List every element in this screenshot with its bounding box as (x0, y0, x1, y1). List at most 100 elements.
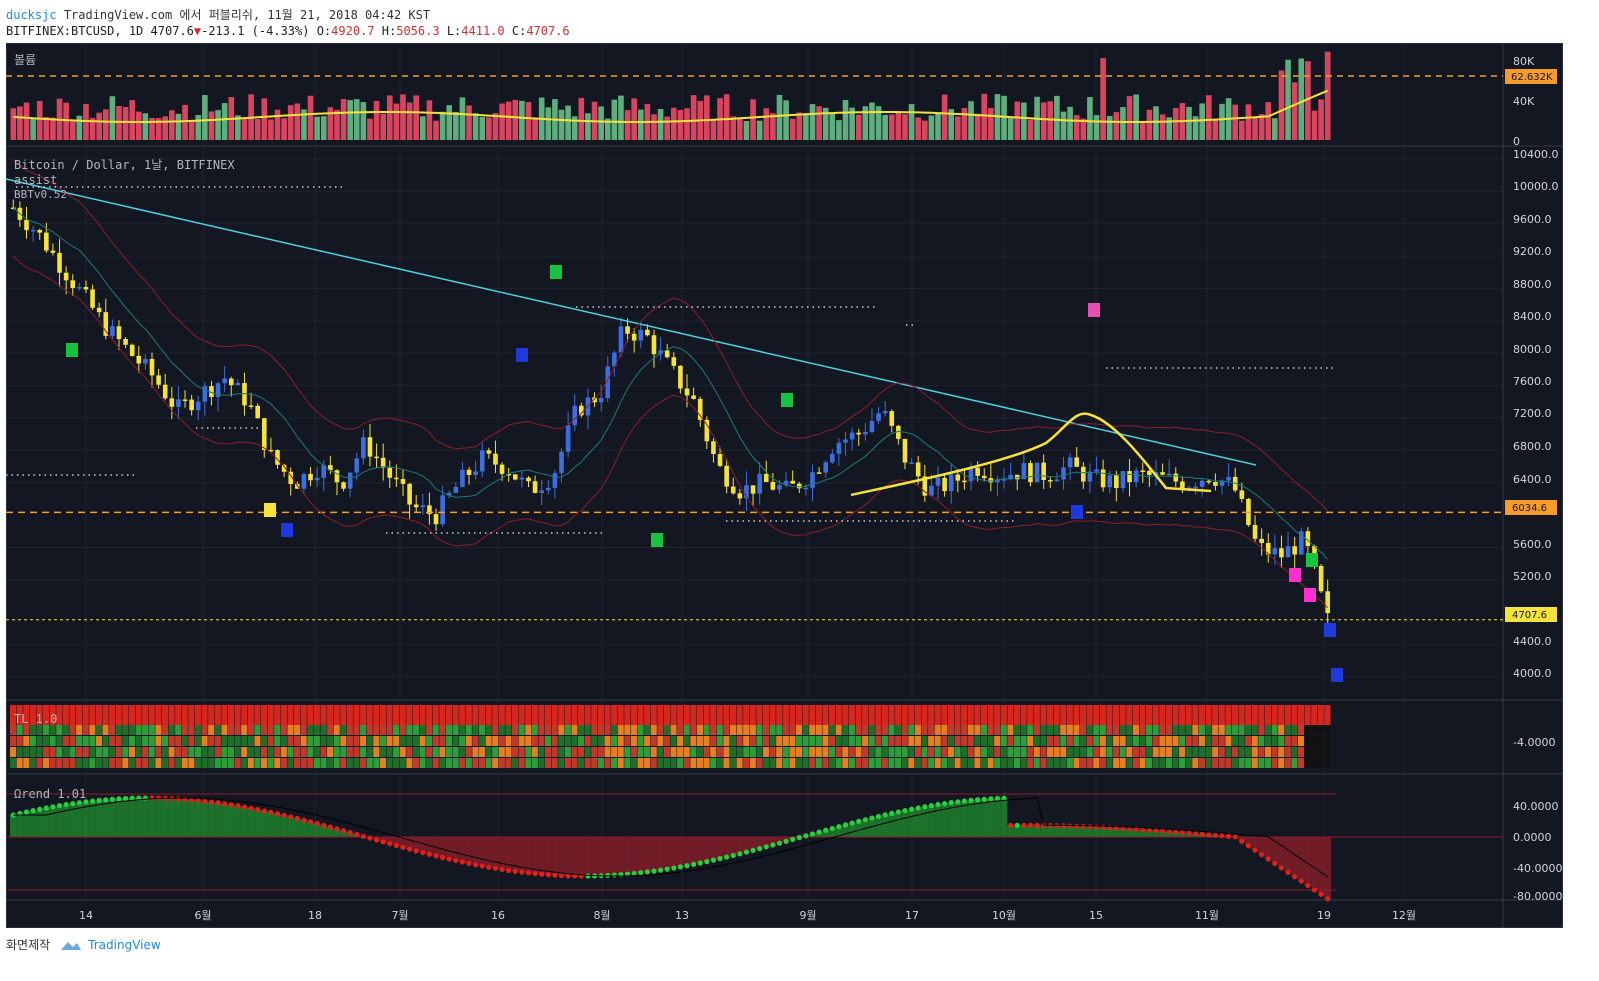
tl-cell (300, 705, 307, 725)
author-link[interactable]: ducksjc (6, 8, 57, 22)
tl-cell (1317, 758, 1324, 768)
oscillator-dot (961, 798, 968, 804)
volume-bar (611, 99, 618, 140)
oscillator-dot (222, 801, 228, 807)
candle-body (836, 442, 842, 454)
tl-cell (597, 747, 604, 757)
volume-bar (301, 109, 307, 140)
tl-cell (908, 758, 915, 768)
candle-body (843, 439, 848, 443)
chart-frame[interactable] (6, 43, 1563, 928)
oscillator-dot (519, 869, 525, 875)
candle-body (1041, 462, 1046, 481)
oscillator-dot (875, 813, 882, 820)
oscillator-bar (1080, 826, 1087, 837)
tl-cell (1278, 736, 1285, 746)
tl-cell (868, 758, 875, 768)
last-price-badge (1505, 607, 1557, 622)
time-tick: 6월 (194, 909, 211, 922)
tl-cell (181, 758, 188, 768)
tradingview-link[interactable]: TradingView (60, 938, 161, 952)
tl-cell (241, 705, 248, 725)
tl-cell (36, 736, 43, 746)
tl-cell (439, 758, 446, 768)
candle-body (367, 437, 373, 457)
volume-bar (182, 104, 188, 140)
tl-cell (1258, 725, 1265, 735)
oscillator-bar (901, 810, 909, 837)
tl-cell (406, 758, 413, 768)
tl-cell (49, 705, 56, 725)
tl-cell (1225, 758, 1232, 768)
candle-body (757, 473, 762, 494)
tl-cell (822, 725, 829, 735)
oscillator-bar (227, 804, 235, 837)
tl-cell (1093, 725, 1100, 735)
candle-body (1325, 591, 1330, 614)
tl-cell (307, 736, 314, 746)
tl-cell (690, 758, 697, 768)
tl-cell (518, 705, 525, 725)
tl-cell (637, 705, 644, 725)
volume-bar (915, 117, 921, 140)
volume-bar (525, 102, 532, 140)
tl-cell (624, 758, 631, 768)
tl-cell (657, 705, 664, 725)
tl-cell (776, 758, 783, 768)
tl-cell (366, 736, 373, 746)
volume-bar (380, 113, 386, 140)
tl-cell (419, 758, 426, 768)
tl-cell (340, 725, 347, 735)
tl-cell (1119, 736, 1126, 746)
tl-cell (1324, 758, 1331, 768)
tl-cell (604, 758, 611, 768)
tl-cell (657, 736, 664, 746)
tl-cell (967, 747, 974, 757)
candle-body (387, 467, 393, 478)
oscillator-bar (1264, 837, 1272, 860)
oscillator-bar (307, 821, 314, 837)
candle-body (70, 280, 76, 289)
tl-cell (802, 736, 809, 746)
tl-cell (56, 747, 63, 757)
tl-cell (492, 758, 499, 768)
oscillator-dot (109, 796, 115, 802)
oscillator-bar (221, 803, 228, 837)
signal-marker (281, 523, 293, 537)
oscillator-dot (816, 829, 822, 835)
candle-body (493, 453, 498, 465)
oscillator-bar (412, 837, 420, 851)
tl-cell (89, 747, 96, 757)
tl-cell (901, 747, 908, 757)
oscillator-bar (914, 807, 922, 837)
tl-cell (617, 736, 624, 746)
tl-cell (822, 705, 829, 725)
tl-cell (630, 705, 637, 725)
tl-cell (221, 725, 228, 735)
tl-cell (525, 736, 532, 746)
tl-cell (201, 747, 208, 757)
oscillator-bar (518, 837, 526, 873)
oscillator-bar (947, 802, 955, 837)
volume-bar (400, 94, 406, 140)
oscillator-bar (327, 827, 334, 837)
volume-bar (406, 102, 413, 140)
oscillator-bar (1099, 827, 1107, 837)
tl-cell (426, 747, 433, 757)
tl-cell (663, 725, 670, 735)
tl-cell (611, 758, 618, 768)
tl-cell (260, 705, 268, 725)
tl-cell (729, 758, 737, 768)
tl-cell (657, 725, 664, 735)
oscillator-dot (512, 868, 518, 874)
oscillator-dot (1285, 869, 1291, 875)
tl-cell (1258, 747, 1265, 757)
tl-cell (1212, 725, 1219, 735)
chart-canvas[interactable]: 볼륨 Bitcoin / Dollar, 1날, BITFINEX assist… (6, 43, 1563, 928)
tl-cell (644, 747, 651, 757)
candle-body (929, 485, 934, 496)
volume-bar (1106, 115, 1113, 140)
tl-cell (881, 705, 888, 725)
tl-cell (1066, 747, 1073, 757)
tl-cell (287, 705, 294, 725)
